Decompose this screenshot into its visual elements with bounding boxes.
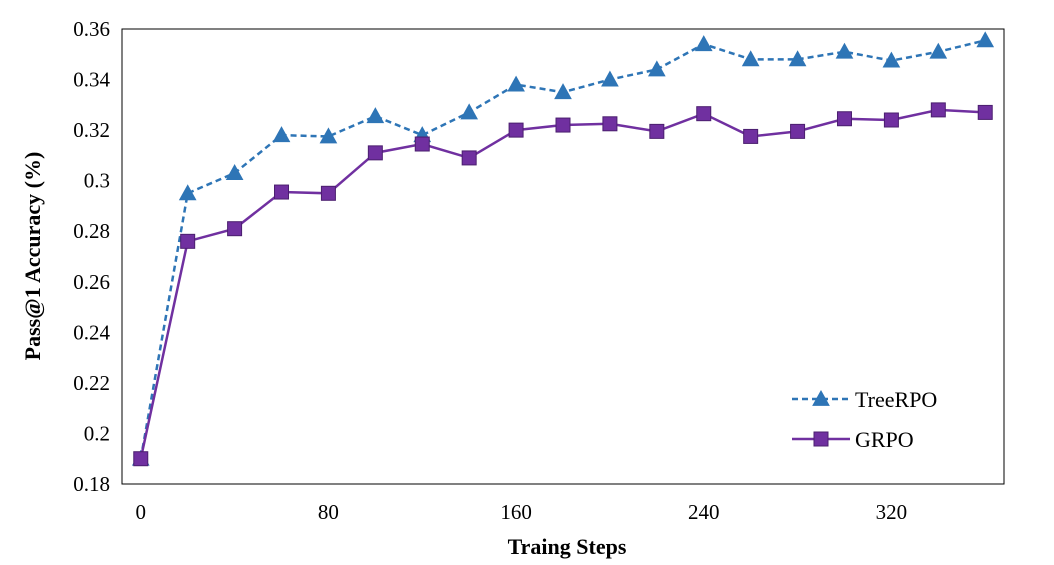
data-point-grpo xyxy=(555,117,571,133)
data-point-grpo xyxy=(977,104,993,120)
data-point-grpo xyxy=(461,150,477,166)
x-tick-label: 160 xyxy=(500,500,532,524)
data-point-treerpo xyxy=(460,103,479,120)
data-point-treerpo xyxy=(976,31,995,48)
legend-entry-grpo: GRPO xyxy=(792,427,914,452)
y-axis-ticks: 0.18 0.2 0.22 0.24 0.26 0.28 0.3 0.32 0.34 0.36 xyxy=(73,17,110,496)
data-point-treerpo xyxy=(554,83,572,100)
x-axis-ticks: 0 80 160 240 320 xyxy=(136,500,908,524)
data-point-grpo xyxy=(696,106,712,122)
y-axis-title: Pass@1 Accuracy (%) xyxy=(20,152,45,361)
data-point-treerpo xyxy=(741,50,760,67)
data-point-grpo xyxy=(508,122,524,138)
data-point-grpo xyxy=(790,123,806,139)
legend-label: GRPO xyxy=(855,427,914,452)
x-axis-title: Traing Steps xyxy=(508,534,627,559)
x-tick-label: 80 xyxy=(318,500,339,524)
x-tick-label: 320 xyxy=(876,500,908,524)
y-tick-label: 0.18 xyxy=(73,472,110,496)
data-point-grpo xyxy=(133,451,149,467)
data-point-treerpo xyxy=(272,126,291,143)
legend-marker xyxy=(812,389,830,406)
legend-label: TreeRPO xyxy=(855,387,937,412)
data-point-grpo xyxy=(649,123,665,139)
data-point-grpo xyxy=(602,116,618,132)
y-tick-label: 0.34 xyxy=(73,68,110,92)
y-tick-label: 0.2 xyxy=(84,421,110,445)
y-tick-label: 0.3 xyxy=(84,169,110,193)
legend: TreeRPO GRPO xyxy=(792,387,937,452)
legend-entry-treerpo: TreeRPO xyxy=(792,387,937,412)
data-point-treerpo xyxy=(694,35,713,52)
data-point-treerpo xyxy=(366,107,385,124)
data-point-grpo xyxy=(743,128,759,144)
y-tick-label: 0.26 xyxy=(73,270,110,294)
series-grpo xyxy=(133,102,993,467)
data-point-treerpo xyxy=(178,184,197,201)
y-tick-label: 0.32 xyxy=(73,118,110,142)
data-point-treerpo xyxy=(507,75,525,92)
data-point-treerpo xyxy=(647,60,666,77)
y-tick-label: 0.36 xyxy=(73,17,110,41)
data-point-treerpo xyxy=(225,164,244,180)
data-point-treerpo xyxy=(882,51,901,68)
data-point-treerpo xyxy=(929,42,948,59)
legend-marker xyxy=(813,431,829,447)
data-point-grpo xyxy=(180,233,196,249)
data-point-treerpo xyxy=(835,42,854,59)
x-tick-label: 240 xyxy=(688,500,720,524)
data-point-grpo xyxy=(367,145,383,161)
series-treerpo xyxy=(131,31,995,466)
data-point-grpo xyxy=(414,136,430,152)
y-tick-label: 0.28 xyxy=(73,219,110,243)
data-point-grpo xyxy=(883,112,899,128)
plot-area-frame xyxy=(121,28,1005,485)
x-tick-label: 0 xyxy=(136,500,147,524)
data-point-treerpo xyxy=(601,70,619,87)
data-point-grpo xyxy=(320,185,336,201)
y-tick-label: 0.24 xyxy=(73,320,110,344)
data-point-treerpo xyxy=(319,127,338,144)
series-layer xyxy=(131,31,995,467)
y-tick-label: 0.22 xyxy=(73,371,110,395)
data-point-grpo xyxy=(227,221,243,237)
data-point-treerpo xyxy=(788,50,807,67)
data-point-grpo xyxy=(930,102,946,118)
data-point-grpo xyxy=(836,111,852,127)
data-point-grpo xyxy=(274,184,290,200)
